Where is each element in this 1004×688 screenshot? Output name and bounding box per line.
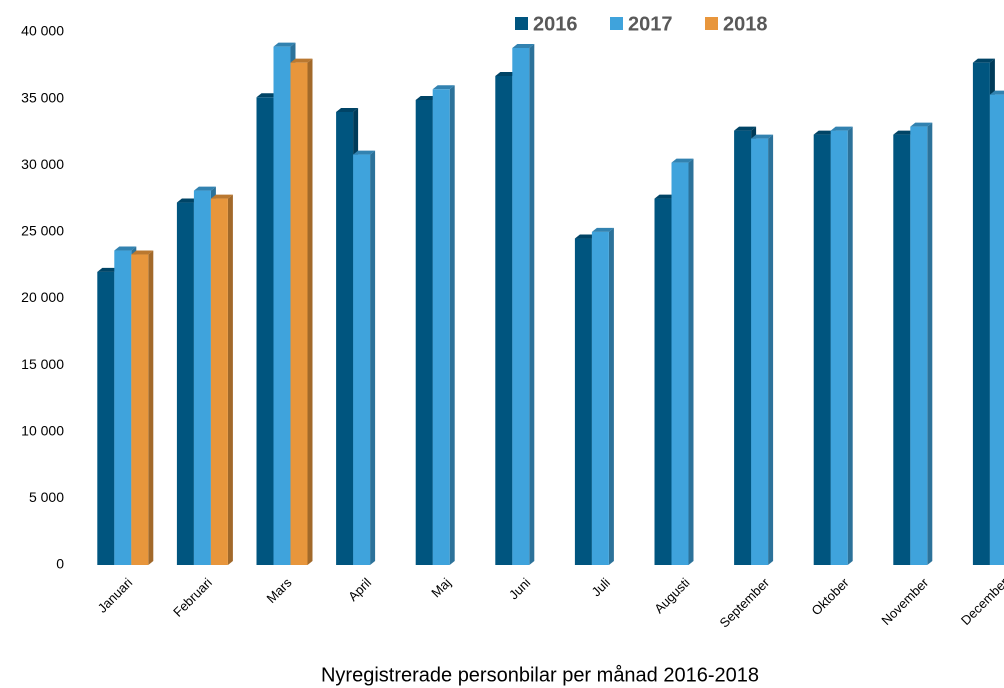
y-tick-label: 25 000 [21, 223, 64, 239]
bar [972, 62, 990, 566]
bar-side [148, 250, 154, 565]
bar-top [574, 234, 597, 239]
y-tick-label: 0 [56, 556, 64, 572]
bar-top [989, 90, 1004, 95]
bar-top [290, 58, 313, 63]
bar-side [227, 194, 233, 565]
bar [989, 94, 1004, 565]
bar [415, 99, 433, 566]
x-tick-label: September [717, 574, 773, 630]
bar [910, 126, 928, 566]
y-tick-label: 10 000 [21, 422, 64, 438]
bar-top [830, 126, 853, 131]
legend-label: 2016 [533, 13, 578, 35]
bar-top [432, 85, 455, 90]
bar [734, 130, 752, 566]
bar-top [97, 267, 120, 272]
x-tick-label: Mars [264, 575, 295, 606]
bar-top [893, 130, 916, 135]
x-tick-label: Augusti [651, 575, 692, 616]
bar-top [591, 227, 614, 232]
bar [273, 46, 291, 566]
bar-side [529, 43, 535, 566]
x-tick-label: April [345, 575, 374, 604]
bar-top [114, 246, 137, 251]
bar [210, 198, 228, 565]
x-tick-label: Juni [506, 575, 534, 603]
bar [176, 202, 194, 565]
x-tick-label: Oktober [808, 574, 852, 618]
bar [193, 190, 211, 565]
x-tick-label: Juli [589, 575, 613, 599]
bar-top [353, 150, 376, 155]
bar-top [512, 43, 535, 48]
y-tick-label: 30 000 [21, 156, 64, 172]
bar-top [813, 130, 836, 135]
bar [751, 138, 769, 565]
bar-top [972, 58, 995, 63]
y-tick-label: 20 000 [21, 289, 64, 305]
bar-top [131, 250, 154, 255]
bar-top [273, 42, 296, 47]
bar-side [307, 58, 313, 566]
y-tick-label: 35 000 [21, 89, 64, 105]
legend-swatch [610, 17, 623, 30]
bar [97, 271, 115, 565]
bar-top [176, 198, 199, 203]
chart-title: Nyregistrerade personbilar per månad 201… [321, 664, 759, 686]
bar-side [688, 158, 694, 565]
bar [290, 62, 308, 566]
bar [114, 250, 132, 565]
legend-label: 2017 [628, 13, 673, 35]
x-tick-label: Maj [428, 575, 453, 600]
x-tick-label: November [878, 574, 931, 627]
bar-top [256, 93, 279, 98]
bar [256, 97, 274, 565]
bar [495, 75, 513, 565]
bar-top [751, 134, 774, 139]
bar-top [415, 95, 438, 100]
legend: 2016 2017 2018 [515, 13, 768, 35]
bar [654, 198, 672, 565]
y-tick-label: 40 000 [21, 23, 64, 39]
bar-side [370, 150, 376, 565]
bar-top [671, 158, 694, 163]
bar [813, 134, 831, 566]
bar [432, 89, 450, 566]
x-tick-label: Februari [170, 575, 215, 620]
bar-side [768, 134, 774, 565]
legend-swatch [515, 17, 528, 30]
bar [830, 130, 848, 566]
bar-top [910, 122, 933, 127]
bar-top [336, 107, 359, 112]
bar-side [608, 227, 614, 565]
bar [131, 254, 149, 565]
bar [336, 111, 354, 565]
legend-swatch [705, 17, 718, 30]
bar-top [654, 194, 677, 199]
x-tick-label: Januari [95, 575, 136, 616]
bar [591, 231, 609, 565]
y-tick-label: 5 000 [29, 489, 64, 505]
bar [512, 47, 530, 566]
bar-top [734, 126, 757, 131]
bar [574, 238, 592, 565]
bar [893, 134, 911, 566]
bar-side [449, 85, 455, 566]
bar-top [210, 194, 233, 199]
bar [353, 154, 371, 565]
bar-top [193, 186, 216, 191]
x-tick-label: December [958, 574, 1004, 627]
y-tick-label: 15 000 [21, 356, 64, 372]
bar-side [927, 122, 933, 566]
bar-top [495, 71, 518, 76]
legend-label: 2018 [723, 13, 768, 35]
bar [671, 162, 689, 565]
bar-side [847, 126, 853, 565]
